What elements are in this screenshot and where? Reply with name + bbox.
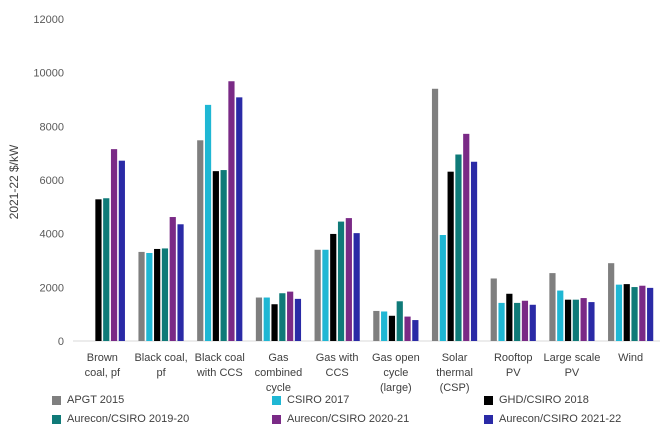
bar [95, 199, 102, 341]
y-axis-label: 2021-22 $/kW [7, 144, 21, 219]
y-axis-ticks: 0 2000 4000 6000 8000 10000 12000 [33, 14, 64, 348]
x-tick-label: Black coal with CCS [195, 352, 245, 379]
bar [588, 302, 595, 341]
y-tick-label: 6000 [40, 175, 64, 187]
bar [255, 297, 263, 341]
bar [549, 273, 556, 341]
bar [557, 290, 564, 341]
bar [287, 291, 294, 341]
bar [431, 88, 439, 342]
bar [118, 160, 125, 341]
bar [197, 140, 204, 341]
bar [463, 133, 470, 341]
bar [271, 304, 278, 341]
y-tick-label: 4000 [40, 229, 64, 241]
bar [345, 218, 352, 341]
bar [490, 278, 497, 341]
bar [514, 302, 521, 341]
bar [572, 299, 579, 341]
x-tick-label: Large scale PV [544, 352, 601, 379]
bar [294, 298, 302, 341]
bar [498, 302, 505, 341]
bar [103, 198, 110, 341]
bar [373, 310, 380, 341]
x-tick-label: Wind [618, 352, 643, 364]
bar [470, 161, 478, 341]
bar [353, 233, 360, 341]
bar [177, 224, 184, 341]
bar [439, 235, 446, 341]
bar [263, 297, 270, 341]
y-tick-label: 2000 [40, 282, 64, 294]
bar [322, 249, 329, 341]
bar [396, 301, 403, 341]
bar [615, 284, 623, 341]
x-tick-label: Gas combined cycle [255, 352, 303, 394]
x-tick-label: Gas open cycle (large) [372, 352, 420, 394]
category-labels: Brown coal, pf Black coal, pf Black coal with… [85, 352, 644, 394]
bar [279, 293, 286, 341]
bar [447, 171, 454, 341]
bar [330, 233, 337, 341]
bar [169, 217, 176, 341]
bar [381, 311, 388, 341]
y-tick-label: 12000 [33, 14, 64, 26]
bar [564, 299, 572, 341]
bar [412, 320, 419, 341]
bar [647, 287, 654, 341]
x-tick-label: Rooftop PV [494, 352, 533, 379]
x-tick-label: Gas with CCS [316, 352, 359, 379]
bar [154, 248, 161, 341]
bar [337, 221, 345, 341]
bar [639, 285, 646, 341]
y-tick-label: 8000 [40, 121, 64, 133]
bar [529, 304, 536, 341]
bar [204, 104, 212, 342]
bar [455, 154, 462, 341]
bar [236, 97, 243, 341]
x-tick-label: Solar thermal (CSP) [436, 352, 473, 394]
x-tick-label: Black coal, pf [134, 352, 187, 379]
bar [404, 316, 411, 341]
bar [506, 293, 513, 341]
bar [314, 249, 321, 341]
bar [161, 248, 169, 341]
bar [146, 252, 153, 341]
bar [212, 171, 219, 341]
bar [623, 284, 630, 341]
bar [521, 300, 529, 341]
bar [608, 263, 615, 341]
bars [95, 81, 654, 342]
y-tick-label: 10000 [33, 68, 64, 80]
bar [220, 170, 227, 341]
bar [388, 315, 396, 341]
bar [228, 81, 235, 341]
bar [138, 251, 145, 341]
bar [110, 149, 118, 341]
y-tick-label: 0 [58, 336, 64, 348]
bar [580, 298, 587, 341]
bar [631, 287, 638, 341]
x-tick-label: Brown coal, pf [85, 352, 121, 379]
